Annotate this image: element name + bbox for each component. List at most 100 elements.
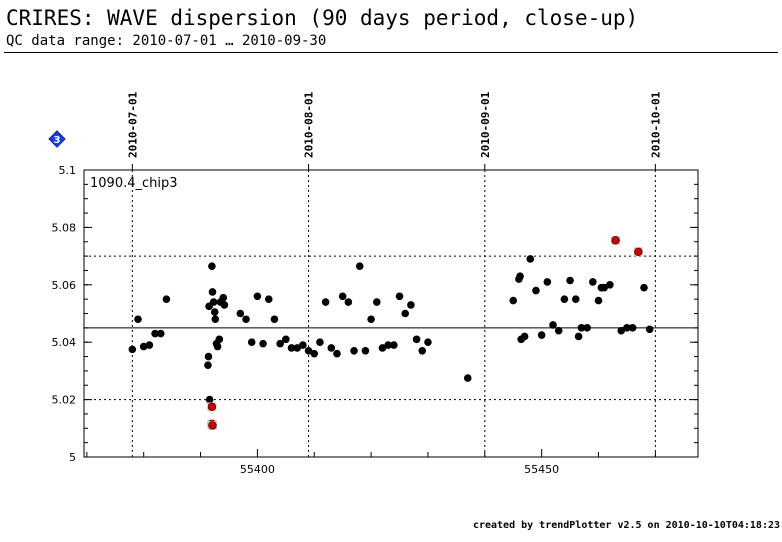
- data-point: [209, 298, 218, 306]
- data-point: [640, 283, 648, 292]
- y-tick-label: 5.02: [52, 394, 77, 407]
- data-point: [293, 344, 301, 352]
- data-point: [361, 347, 370, 355]
- data-point: [299, 341, 307, 349]
- x-tick-label: 55400: [240, 463, 275, 476]
- data-point: [204, 352, 213, 361]
- data-point: [156, 329, 165, 338]
- data-point: [139, 342, 148, 351]
- y-tick-label: 5.08: [52, 221, 77, 234]
- data-point: [509, 296, 518, 305]
- marker-diamond-label: 3: [54, 135, 61, 146]
- data-point: [526, 255, 535, 263]
- data-point: [287, 344, 296, 352]
- data-point: [617, 326, 626, 335]
- data-point: [418, 347, 427, 355]
- data-point: [242, 315, 250, 324]
- data-point: [321, 298, 330, 306]
- data-point: [367, 315, 375, 324]
- y-axis: 5 5.02 5.04 5.06 5.08 5.1: [52, 164, 698, 464]
- data-point: [645, 325, 654, 334]
- data-point: [327, 344, 336, 352]
- x-axis: 55400 55450: [86, 449, 656, 476]
- data-point: [583, 324, 591, 332]
- date-markers: 2010-07-01 2010-08-01 2010-09-01 2010-10-01: [126, 91, 662, 457]
- data-point: [253, 292, 262, 301]
- data-point: [390, 341, 398, 349]
- data-point: [220, 301, 229, 309]
- data-point: [282, 335, 290, 344]
- data-point: [215, 335, 224, 344]
- outlier-point: [207, 402, 217, 411]
- data-point: [577, 324, 586, 332]
- data-point: [520, 332, 529, 341]
- data-point: [537, 331, 546, 339]
- data-point: [333, 349, 341, 358]
- data-point: [213, 342, 222, 351]
- data-point: [204, 361, 212, 369]
- data-point: [151, 329, 159, 338]
- data-point: [372, 298, 381, 306]
- data-point: [316, 338, 324, 347]
- data-point: [606, 281, 614, 289]
- data-point: [395, 292, 404, 301]
- y-tick-label: 5.06: [52, 279, 77, 292]
- outlier-point: [634, 247, 643, 256]
- data-point: [236, 309, 245, 318]
- data-point: [270, 315, 279, 324]
- grid-lines: [84, 255, 698, 401]
- data-point: [208, 262, 216, 270]
- chart-subtitle: QC data range: 2010-07-01 … 2010-09-30: [6, 33, 327, 49]
- data-point: [344, 298, 353, 306]
- data-point: [378, 344, 387, 352]
- data-point: [589, 278, 597, 286]
- data-point: [304, 347, 313, 355]
- data-point: [208, 288, 217, 296]
- date-marker-label: 2010-09-01: [479, 91, 492, 158]
- data-point: [516, 272, 524, 280]
- data-point: [247, 338, 256, 347]
- date-marker-label: 2010-10-01: [649, 91, 662, 158]
- data-point: [549, 321, 557, 329]
- data-point: [594, 296, 603, 305]
- panel-label: 1090.4_chip3: [90, 176, 178, 191]
- data-point: [128, 345, 137, 354]
- data-point: [355, 262, 364, 270]
- data-point: [350, 347, 358, 355]
- data-point: [264, 295, 273, 303]
- data-point: [600, 283, 608, 292]
- data-point: [463, 374, 472, 382]
- data-point: [628, 324, 637, 332]
- title-divider: [4, 52, 778, 53]
- data-point: [412, 335, 421, 344]
- y-tick-label: 5.04: [52, 336, 77, 349]
- data-point: [276, 339, 284, 348]
- data-point: [210, 308, 219, 316]
- chart-title: CRIRES: WAVE dispersion (90 days period,…: [6, 6, 639, 30]
- data-point: [134, 315, 142, 324]
- data-point: [574, 332, 583, 341]
- outlier-point: [611, 236, 620, 245]
- data-point: [532, 286, 540, 295]
- date-marker-label: 2010-08-01: [303, 91, 316, 158]
- y-tick-label: 5.1: [59, 164, 77, 177]
- data-points: [128, 235, 654, 430]
- footer-credit: created by trendPlotter v2.5 on 2010-10-…: [472, 520, 780, 531]
- data-point: [407, 301, 415, 309]
- data-point: [560, 295, 569, 303]
- data-point: [554, 326, 563, 335]
- data-point: [211, 315, 220, 324]
- data-point: [623, 324, 631, 332]
- marker-diamond-icon: 3: [48, 130, 66, 148]
- data-point: [424, 338, 432, 347]
- y-tick-label: 5: [69, 451, 76, 464]
- data-point: [205, 395, 214, 404]
- data-point: [338, 292, 347, 301]
- data-point: [162, 295, 171, 303]
- data-point: [566, 276, 574, 285]
- data-point: [310, 349, 319, 358]
- data-point: [145, 341, 154, 349]
- data-point: [543, 278, 552, 286]
- data-point: [259, 339, 267, 348]
